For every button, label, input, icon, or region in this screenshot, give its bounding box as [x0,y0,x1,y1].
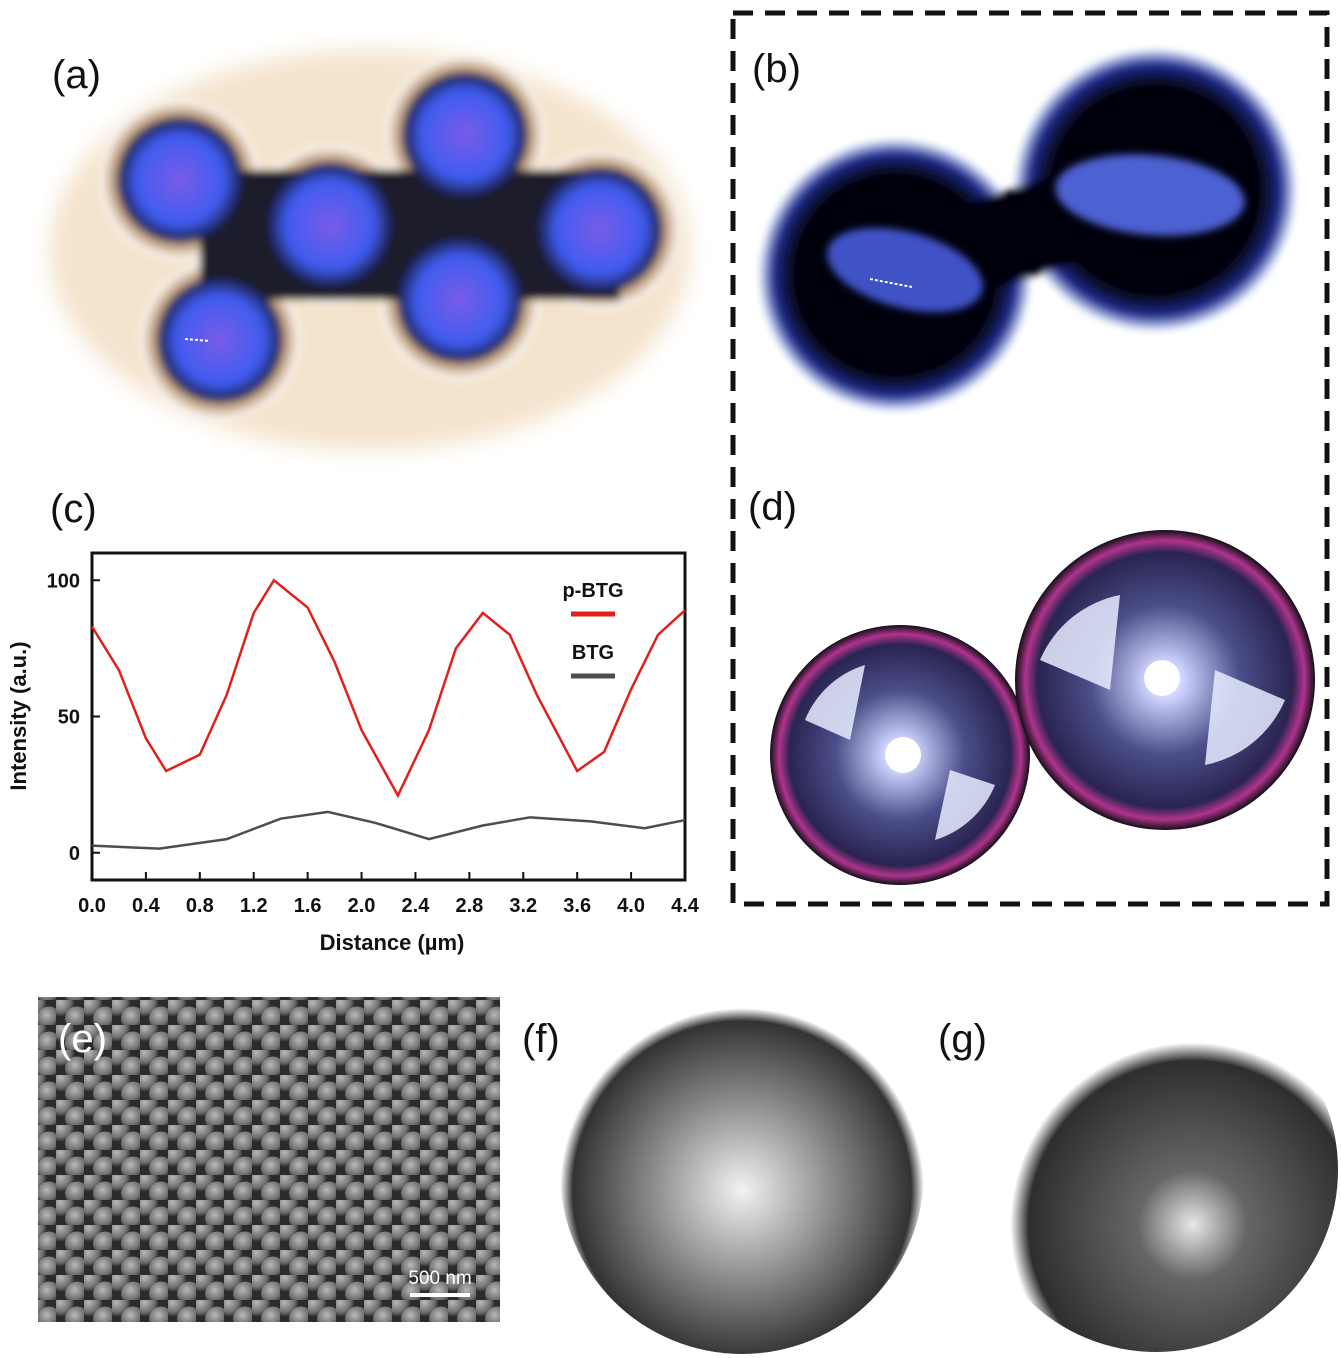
x-tick-label: 0.4 [132,895,161,917]
scale-bar-label: 500 nm [408,1268,471,1289]
sem-image: 500 nm [38,997,500,1322]
data-line [91,810,686,850]
panel-label: (g) [938,1017,987,1061]
panel-label: (d) [748,485,797,529]
y-axis-title: Intensity (a.u.) [6,641,31,790]
x-tick-label: 1.6 [294,895,322,917]
profile-line [184,338,211,342]
x-tick-label: 3.2 [509,895,537,917]
data-line [90,578,686,799]
x-axis-title: Distance (µm) [320,930,465,955]
x-tick-label: 4.4 [671,895,700,917]
x-tick-label: 2.8 [455,895,483,917]
x-tick-label: 1.2 [240,895,268,917]
particle-image-f [560,990,924,1354]
x-tick-label: 0.0 [78,895,106,917]
panel-label: (e) [58,1017,107,1061]
micrograph-b [760,50,1295,410]
y-tick-label: 100 [47,570,80,592]
particle-image-g [974,988,1338,1352]
x-tick-label: 3.6 [563,895,591,917]
micrograph-a [50,50,690,450]
x-tick-label: 4.0 [617,895,645,917]
panel-label: (c) [50,487,97,531]
y-tick-label: 0 [69,843,80,865]
x-tick-label: 2.0 [348,895,376,917]
plot-frame [90,551,687,882]
legend-label: BTG [572,642,614,664]
x-tick-label: 2.4 [402,895,431,917]
line-chart: Distance (µm) Intensity (a.u.) 0.0 0.4 0.8… [6,551,700,955]
panel-label: (b) [752,47,801,91]
panel-label: (a) [52,53,101,97]
panel-label: (f) [522,1017,560,1061]
micrograph-d [770,530,1315,885]
legend-label: p-BTG [562,580,623,602]
dashed-frame [730,10,1330,907]
y-tick-label: 50 [58,707,80,729]
x-tick-label: 0.8 [186,895,214,917]
